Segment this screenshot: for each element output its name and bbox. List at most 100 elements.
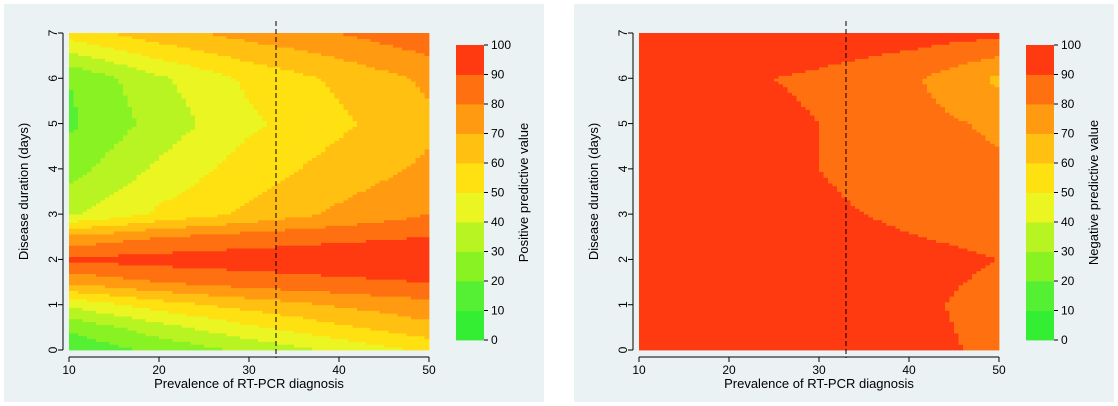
ppv-heatmap-cell (163, 341, 169, 345)
ppv-heatmap-cell (132, 316, 137, 320)
ppv-heatmap-cell (235, 273, 241, 277)
ppv-heatmap-cell (186, 120, 191, 124)
ppv-heatmap-cell (244, 103, 250, 107)
ppv-heatmap-cell (235, 134, 241, 139)
ppv-heatmap-cell (96, 248, 101, 252)
ppv-heatmap-cell (204, 347, 209, 351)
ppv-heatmap-cell (172, 98, 178, 102)
ppv-heatmap-cell (123, 316, 128, 320)
ppv-heatmap-cell (91, 38, 97, 42)
ppv-heatmap-cell (118, 78, 124, 82)
ppv-heatmap-cell (217, 273, 223, 277)
ppv-heatmap-cell (244, 256, 250, 260)
ppv-heatmap-cell (213, 137, 218, 141)
ppv-heatmap-cell (123, 318, 128, 323)
ppv-heatmap-cell (226, 216, 232, 221)
ppv-heatmap-cell (240, 282, 245, 286)
ppv-heatmap-cell (114, 180, 119, 184)
ppv-heatmap-cell (262, 81, 268, 85)
ppv-heatmap-cell (168, 279, 173, 283)
ppv-heatmap-cell (262, 100, 268, 105)
ppv-heatmap-cell (118, 250, 124, 255)
ppv-heatmap-cell (82, 214, 88, 218)
ppv-heatmap-cell (132, 194, 137, 198)
ppv-heatmap-cell (105, 168, 110, 173)
ppv-heatmap-cell (204, 61, 209, 65)
ppv-heatmap-cell (159, 222, 164, 226)
ppv-heatmap-cell (87, 293, 92, 297)
ppv-heatmap-cell (118, 171, 124, 175)
ppv-heatmap-cell (154, 259, 160, 263)
ppv-heatmap-cell (154, 310, 160, 314)
ppv-heatmap-cell (249, 344, 254, 348)
ppv-heatmap-cell (217, 140, 223, 144)
ppv-heatmap-cell (132, 146, 137, 150)
ppv-heatmap-cell (91, 188, 97, 192)
ppv-heatmap-cell (114, 174, 119, 178)
ppv-heatmap-cell (154, 163, 160, 167)
ppv-heatmap-cell (73, 92, 79, 96)
ppv-heatmap-cell (154, 316, 160, 320)
ppv-heatmap-cell (82, 245, 88, 249)
ppv-heatmap-cell (73, 338, 79, 342)
ppv-heatmap-cell (154, 233, 160, 238)
ppv-heatmap-cell (244, 290, 250, 294)
ppv-heatmap-cell (82, 307, 88, 311)
ppv-heatmap-cell (141, 197, 146, 201)
ppv-heatmap-cell (249, 216, 254, 221)
ppv-heatmap-cell (195, 335, 200, 340)
ppv-heatmap-cell (186, 126, 191, 130)
ppv-heatmap-cell (136, 168, 142, 173)
ppv-heatmap-cell (186, 69, 191, 74)
ppv-heatmap-cell (141, 123, 146, 127)
ppv-heatmap-cell (145, 265, 151, 269)
ppv-heatmap-cell (253, 103, 259, 107)
ppv-heatmap-cell (118, 183, 124, 187)
ppv-heatmap-cell (154, 72, 160, 76)
ppv-heatmap-cell (82, 151, 88, 156)
ppv-heatmap-cell (141, 222, 146, 226)
ppv-heatmap-cell (262, 69, 268, 74)
ppv-heatmap-cell (262, 214, 268, 218)
ppv-heatmap-cell (177, 245, 182, 249)
ppv-heatmap-cell (109, 157, 115, 161)
ppv-heatmap-cell (105, 287, 110, 291)
ppv-heatmap-cell (204, 276, 209, 280)
ppv-heatmap-cell (240, 191, 245, 195)
ppv-heatmap-cell (118, 166, 124, 170)
ppv-heatmap-cell (141, 143, 146, 147)
ppv-heatmap-cell (177, 149, 182, 153)
ppv-heatmap-cell (141, 333, 146, 337)
ppv-heatmap-cell (226, 313, 232, 317)
ppv-heatmap-cell (109, 194, 115, 198)
ppv-heatmap-cell (87, 55, 92, 59)
ppv-heatmap-cell (73, 154, 79, 158)
ppv-heatmap-cell (159, 188, 164, 192)
ppv-heatmap-cell (87, 214, 92, 218)
ppv-heatmap-cell (154, 38, 160, 42)
ppv-heatmap-cell (118, 151, 124, 156)
ppv-heatmap-cell (213, 115, 218, 119)
ppv-heatmap-cell (190, 171, 196, 175)
ppv-heatmap-cell (87, 245, 92, 249)
ppv-heatmap-cell (249, 265, 254, 269)
ppv-heatmap-cell (87, 149, 92, 153)
ppv-heatmap-cell (208, 52, 214, 57)
ppv-heatmap-cell (177, 290, 182, 294)
ppv-heatmap-cell (190, 61, 196, 65)
ppv-heatmap-cell (199, 335, 205, 340)
ppv-heatmap-cell (195, 100, 200, 105)
ppv-heatmap-cell (213, 265, 218, 269)
ppv-heatmap-cell (186, 140, 191, 144)
ppv-heatmap-cell (136, 166, 142, 170)
ppv-heatmap-cell (222, 160, 227, 164)
ppv-heatmap-cell (199, 177, 205, 181)
ppv-heatmap-cell (235, 290, 241, 294)
ppv-heatmap-cell (168, 41, 173, 45)
ppv-heatmap-cell (235, 183, 241, 187)
ppv-heatmap-cell (190, 72, 196, 76)
ppv-heatmap-cell (96, 81, 101, 85)
ppv-heatmap-cell (69, 307, 74, 311)
ppv-heatmap-cell (87, 171, 92, 175)
ppv-heatmap-cell (226, 166, 232, 170)
